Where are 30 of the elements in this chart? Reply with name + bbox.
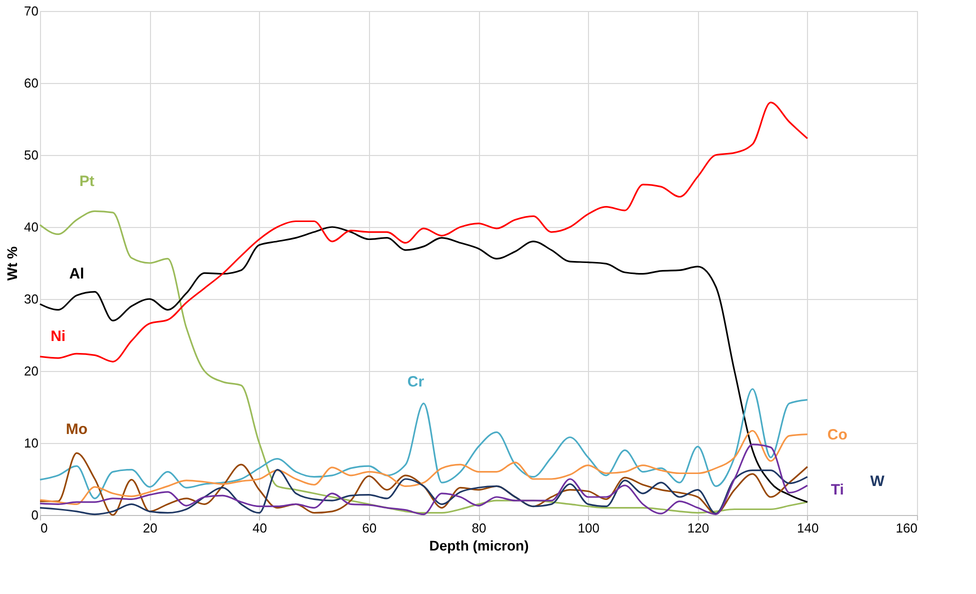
- y-tick-label: 70: [24, 4, 38, 18]
- x-tick-label: 80: [472, 520, 486, 536]
- y-tick-label: 50: [24, 148, 38, 162]
- y-axis-title: Wt %: [4, 246, 20, 281]
- line-series: [39, 102, 808, 362]
- x-tick-label: 60: [362, 520, 377, 536]
- series-label: Cr: [407, 373, 424, 390]
- series-label: Ni: [50, 328, 66, 346]
- series-label: Co: [827, 426, 848, 444]
- y-tick-label: 20: [24, 364, 38, 378]
- series-label: Pt: [79, 173, 94, 190]
- line-series: [39, 388, 808, 500]
- line-series: [39, 468, 808, 516]
- x-axis-title: Depth (micron): [429, 538, 529, 554]
- x-tick-label: 160: [896, 520, 918, 536]
- series-label: Ti: [830, 481, 844, 498]
- y-tick-label: 10: [24, 436, 38, 450]
- y-tick-label: 0: [31, 508, 38, 522]
- series-label: Al: [69, 265, 84, 282]
- series-label: Mo: [66, 421, 88, 438]
- y-tick-label: 60: [24, 76, 38, 90]
- x-tick-label: 20: [142, 520, 158, 536]
- y-tick-label: 30: [24, 292, 38, 306]
- x-tick-label: 100: [578, 520, 600, 536]
- y-tick-label: 40: [24, 220, 38, 234]
- x-tick-label: 140: [797, 520, 819, 536]
- x-tick-label: 120: [687, 520, 710, 536]
- text: W: [870, 472, 886, 490]
- x-tick-label: 40: [252, 520, 267, 536]
- x-tick-label: 0: [40, 520, 48, 536]
